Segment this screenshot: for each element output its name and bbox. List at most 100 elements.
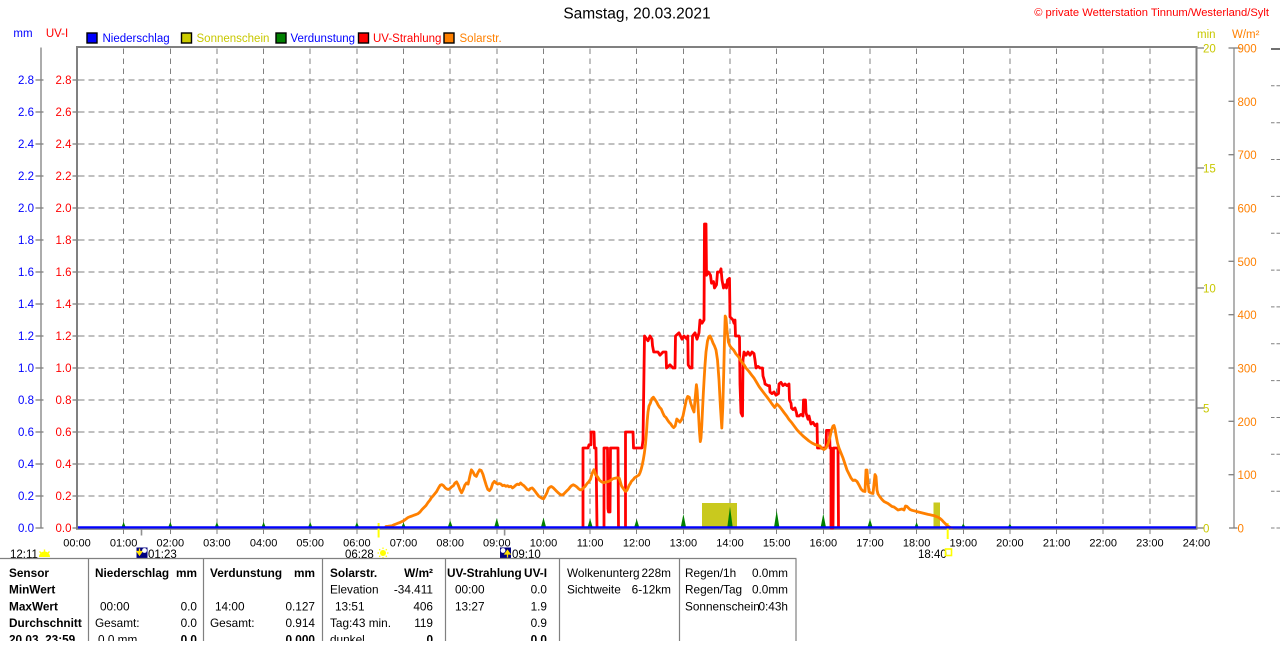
- svg-text:Regen/Tag: Regen/Tag: [685, 583, 742, 597]
- svg-text:14:00: 14:00: [716, 538, 744, 550]
- svg-text:200: 200: [1238, 417, 1257, 429]
- svg-text:1.9: 1.9: [531, 599, 547, 613]
- svg-text:0.0: 0.0: [181, 616, 198, 630]
- svg-text:15:00: 15:00: [763, 538, 791, 550]
- svg-text:© private Wetterstation Tinnum: © private Wetterstation Tinnum/Westerlan…: [1034, 7, 1270, 19]
- svg-text:09:10: 09:10: [512, 549, 541, 561]
- svg-text:Durchschnitt: Durchschnitt: [9, 616, 82, 630]
- svg-text:11:00: 11:00: [577, 538, 604, 550]
- svg-text:mm: mm: [176, 566, 197, 580]
- svg-text:13:51: 13:51: [335, 599, 365, 613]
- svg-text:Solarstr.: Solarstr.: [330, 566, 377, 580]
- svg-text:0: 0: [1203, 524, 1209, 536]
- svg-text:600: 600: [1238, 204, 1257, 216]
- svg-text:1.2: 1.2: [18, 331, 34, 343]
- svg-text:0.8: 0.8: [18, 395, 34, 407]
- svg-text:Sensor: Sensor: [9, 566, 49, 580]
- svg-text:UV-Strahlung: UV-Strahlung: [447, 566, 522, 580]
- svg-text:Gesamt:: Gesamt:: [210, 616, 255, 630]
- svg-text:6-12km: 6-12km: [632, 583, 672, 597]
- svg-text:2.0: 2.0: [18, 203, 34, 215]
- svg-text:00:00: 00:00: [100, 599, 130, 613]
- svg-text:02:00: 02:00: [157, 538, 185, 550]
- svg-text:09:00: 09:00: [483, 538, 511, 550]
- svg-text:0.0mm: 0.0mm: [752, 583, 788, 597]
- svg-text:01:00: 01:00: [110, 538, 138, 550]
- svg-text:2.4: 2.4: [18, 139, 35, 151]
- svg-text:500: 500: [1238, 257, 1257, 269]
- svg-text:0.0 mm: 0.0 mm: [98, 632, 138, 641]
- svg-text:0.6: 0.6: [18, 427, 34, 439]
- svg-text:1.0: 1.0: [56, 363, 72, 375]
- svg-text:300: 300: [1238, 364, 1257, 376]
- svg-text:2.0: 2.0: [56, 203, 72, 215]
- svg-text:400: 400: [1238, 310, 1257, 322]
- svg-text:1.4: 1.4: [18, 299, 35, 311]
- svg-text:W/m²: W/m²: [1232, 29, 1260, 41]
- svg-text:Sonnenschein: Sonnenschein: [197, 33, 270, 45]
- svg-text:03:00: 03:00: [203, 538, 231, 550]
- svg-text:0.0mm: 0.0mm: [752, 566, 788, 580]
- svg-text:10: 10: [1203, 284, 1216, 296]
- svg-text:05:00: 05:00: [296, 538, 324, 550]
- svg-text:13:27: 13:27: [455, 599, 485, 613]
- svg-text:-34.411: -34.411: [394, 583, 433, 597]
- svg-text:mm: mm: [294, 566, 315, 580]
- svg-text:2.8: 2.8: [18, 75, 34, 87]
- svg-text:23:00: 23:00: [1136, 538, 1164, 550]
- svg-text:01:23: 01:23: [148, 549, 177, 561]
- svg-text:1.8: 1.8: [56, 235, 72, 247]
- svg-text:0.0: 0.0: [18, 523, 34, 535]
- svg-text:06:00: 06:00: [343, 538, 371, 550]
- svg-text:18:00: 18:00: [903, 538, 931, 550]
- svg-text:Verdunstung: Verdunstung: [291, 33, 356, 45]
- svg-text:0.2: 0.2: [18, 491, 34, 503]
- svg-text:0.914: 0.914: [285, 616, 315, 630]
- svg-text:20:00: 20:00: [996, 538, 1024, 550]
- svg-text:Niederschlag: Niederschlag: [103, 33, 170, 45]
- svg-text:1.6: 1.6: [56, 267, 72, 279]
- svg-text:406: 406: [413, 599, 433, 613]
- svg-text:20.03. 23:59: 20.03. 23:59: [9, 632, 76, 641]
- svg-text:0.9: 0.9: [531, 616, 547, 630]
- svg-text:2.4: 2.4: [56, 139, 73, 151]
- svg-text:1.0: 1.0: [18, 363, 34, 375]
- svg-text:MinWert: MinWert: [9, 583, 55, 597]
- svg-text:00:00: 00:00: [455, 583, 485, 597]
- svg-text:228m: 228m: [641, 566, 671, 580]
- svg-text:0.0: 0.0: [531, 583, 548, 597]
- svg-text:22:00: 22:00: [1089, 538, 1117, 550]
- svg-text:14:00: 14:00: [215, 599, 245, 613]
- svg-text:16:00: 16:00: [810, 538, 838, 550]
- svg-text:Regen/1h: Regen/1h: [685, 566, 736, 580]
- svg-text:2.2: 2.2: [18, 171, 34, 183]
- svg-text:1.8: 1.8: [18, 235, 34, 247]
- svg-text:Verdunstung: Verdunstung: [210, 566, 282, 580]
- svg-text:12:11: 12:11: [10, 549, 38, 561]
- svg-text:0.0: 0.0: [181, 632, 198, 641]
- svg-text:MaxWert: MaxWert: [9, 599, 58, 613]
- svg-text:0.4: 0.4: [18, 459, 35, 471]
- svg-text:0.2: 0.2: [56, 491, 72, 503]
- svg-text:13:00: 13:00: [670, 538, 698, 550]
- svg-text:0.000: 0.000: [285, 632, 315, 641]
- svg-text:10:00: 10:00: [530, 538, 558, 550]
- svg-text:Niederschlag: Niederschlag: [95, 566, 169, 580]
- svg-text:2.2: 2.2: [56, 171, 72, 183]
- svg-text:min: min: [1197, 29, 1216, 41]
- svg-text:700: 700: [1238, 150, 1257, 162]
- svg-text:08:00: 08:00: [436, 538, 464, 550]
- svg-text:18:40: 18:40: [918, 549, 947, 561]
- svg-text:900: 900: [1238, 44, 1257, 56]
- svg-text:0.127: 0.127: [285, 599, 315, 613]
- svg-text:21:00: 21:00: [1043, 538, 1071, 550]
- svg-text:Tag:43 min.: Tag:43 min.: [330, 616, 391, 630]
- svg-text:UV-I: UV-I: [46, 28, 68, 40]
- svg-text:Sichtweite: Sichtweite: [567, 583, 621, 597]
- svg-text:100: 100: [1238, 470, 1257, 482]
- svg-text:0: 0: [1238, 524, 1244, 536]
- svg-text:UV-Strahlung: UV-Strahlung: [373, 33, 441, 45]
- svg-text:Samstag, 20.03.2021: Samstag, 20.03.2021: [563, 6, 710, 23]
- svg-text:04:00: 04:00: [250, 538, 278, 550]
- svg-text:20: 20: [1203, 44, 1216, 56]
